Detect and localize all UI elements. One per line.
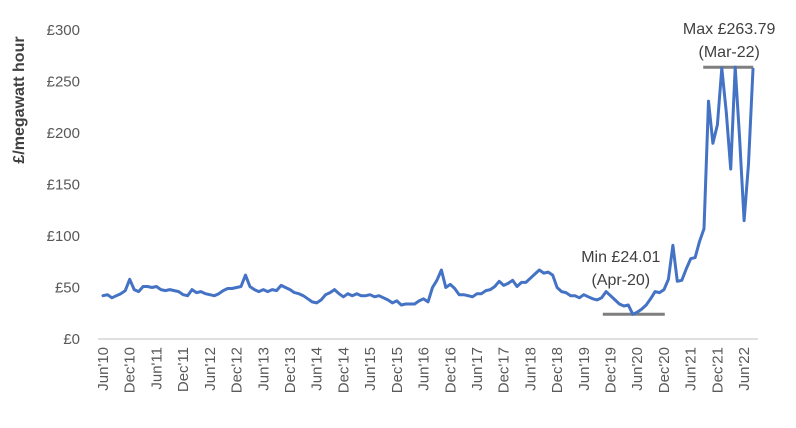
x-tick-label: Jun'16 (416, 347, 433, 391)
x-tick-label: Dec'18 (549, 347, 566, 393)
x-tick-label: Jun'11 (148, 347, 165, 390)
x-tick-label: Jun'18 (522, 347, 539, 391)
y-tick-label: £100 (47, 228, 80, 245)
x-tick-label: Dec'19 (603, 347, 620, 393)
x-tick-label: Jun'22 (736, 347, 753, 391)
x-tick-label: Dec'13 (282, 347, 299, 393)
annotations: Min £24.01 (Apr-20) Max £263.79 (Mar-22) (581, 21, 775, 289)
x-tick-label: Dec'11 (175, 347, 192, 392)
y-tick-label: £0 (63, 331, 80, 348)
x-tick-label: Jun'15 (362, 347, 379, 391)
x-tick-label: Jun'19 (576, 347, 593, 391)
x-tick-label: Jun'10 (95, 347, 112, 391)
x-axis: Jun'10 Dec'10 Jun'11 Dec'11 Jun'12 Dec'12 Jun'… (95, 347, 753, 393)
max-annotation-label: Max £263.79 (683, 21, 776, 38)
y-tick-label: £250 (47, 74, 80, 91)
y-axis: £0 £50 £100 £150 £200 £250 £300 (47, 22, 80, 348)
y-tick-label: £150 (47, 177, 80, 194)
series-line (101, 65, 755, 316)
x-tick-label: Dec'12 (229, 347, 246, 393)
x-tick-label: Dec'15 (389, 347, 406, 393)
x-tick-label: Dec'20 (656, 347, 673, 393)
min-annotation-label: Min £24.01 (581, 249, 660, 266)
min-annotation-date: (Apr-20) (591, 272, 650, 289)
x-tick-label: Dec'14 (335, 347, 352, 393)
y-tick-label: £300 (47, 22, 80, 39)
max-annotation-date: (Mar-22) (699, 44, 760, 61)
x-tick-label: Dec'17 (496, 347, 513, 393)
x-tick-label: Jun'21 (683, 347, 700, 391)
x-tick-label: Dec'21 (709, 347, 726, 393)
y-tick-label: £50 (55, 280, 80, 297)
x-tick-label: Jun'12 (202, 347, 219, 391)
x-tick-label: Dec'10 (122, 347, 139, 393)
x-tick-label: Jun'13 (255, 347, 272, 391)
y-axis-label: £/megawatt hour (11, 36, 28, 163)
x-tick-label: Jun'14 (309, 347, 326, 391)
y-tick-label: £200 (47, 125, 80, 142)
x-tick-label: Dec'16 (442, 347, 459, 393)
x-tick-label: Jun'20 (629, 347, 646, 391)
x-tick-label: Jun'17 (469, 347, 486, 391)
